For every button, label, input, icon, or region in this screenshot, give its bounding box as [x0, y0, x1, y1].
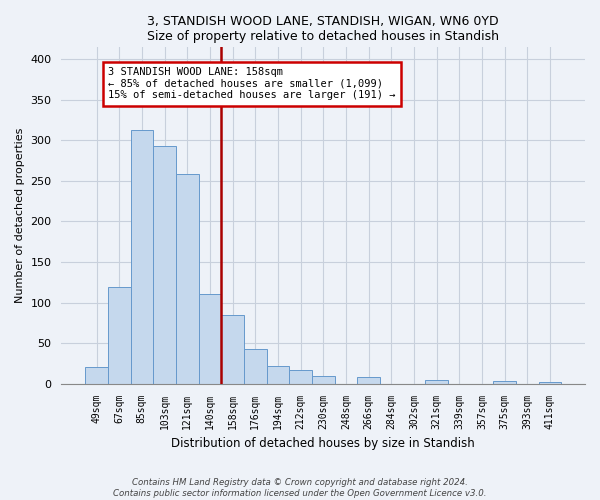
Bar — [108, 287, 131, 384]
Bar — [199, 294, 221, 384]
Bar — [493, 382, 516, 384]
X-axis label: Distribution of detached houses by size in Standish: Distribution of detached houses by size … — [172, 437, 475, 450]
Bar — [266, 366, 289, 384]
Bar — [85, 368, 108, 384]
Bar — [425, 380, 448, 384]
Title: 3, STANDISH WOOD LANE, STANDISH, WIGAN, WN6 0YD
Size of property relative to det: 3, STANDISH WOOD LANE, STANDISH, WIGAN, … — [147, 15, 499, 43]
Bar — [312, 376, 335, 384]
Bar — [357, 377, 380, 384]
Bar — [153, 146, 176, 384]
Text: Contains HM Land Registry data © Crown copyright and database right 2024.
Contai: Contains HM Land Registry data © Crown c… — [113, 478, 487, 498]
Y-axis label: Number of detached properties: Number of detached properties — [15, 128, 25, 303]
Bar — [289, 370, 312, 384]
Bar — [244, 349, 266, 384]
Bar — [131, 130, 153, 384]
Bar — [176, 174, 199, 384]
Bar — [539, 382, 561, 384]
Text: 3 STANDISH WOOD LANE: 158sqm
← 85% of detached houses are smaller (1,099)
15% of: 3 STANDISH WOOD LANE: 158sqm ← 85% of de… — [108, 67, 395, 100]
Bar — [221, 314, 244, 384]
